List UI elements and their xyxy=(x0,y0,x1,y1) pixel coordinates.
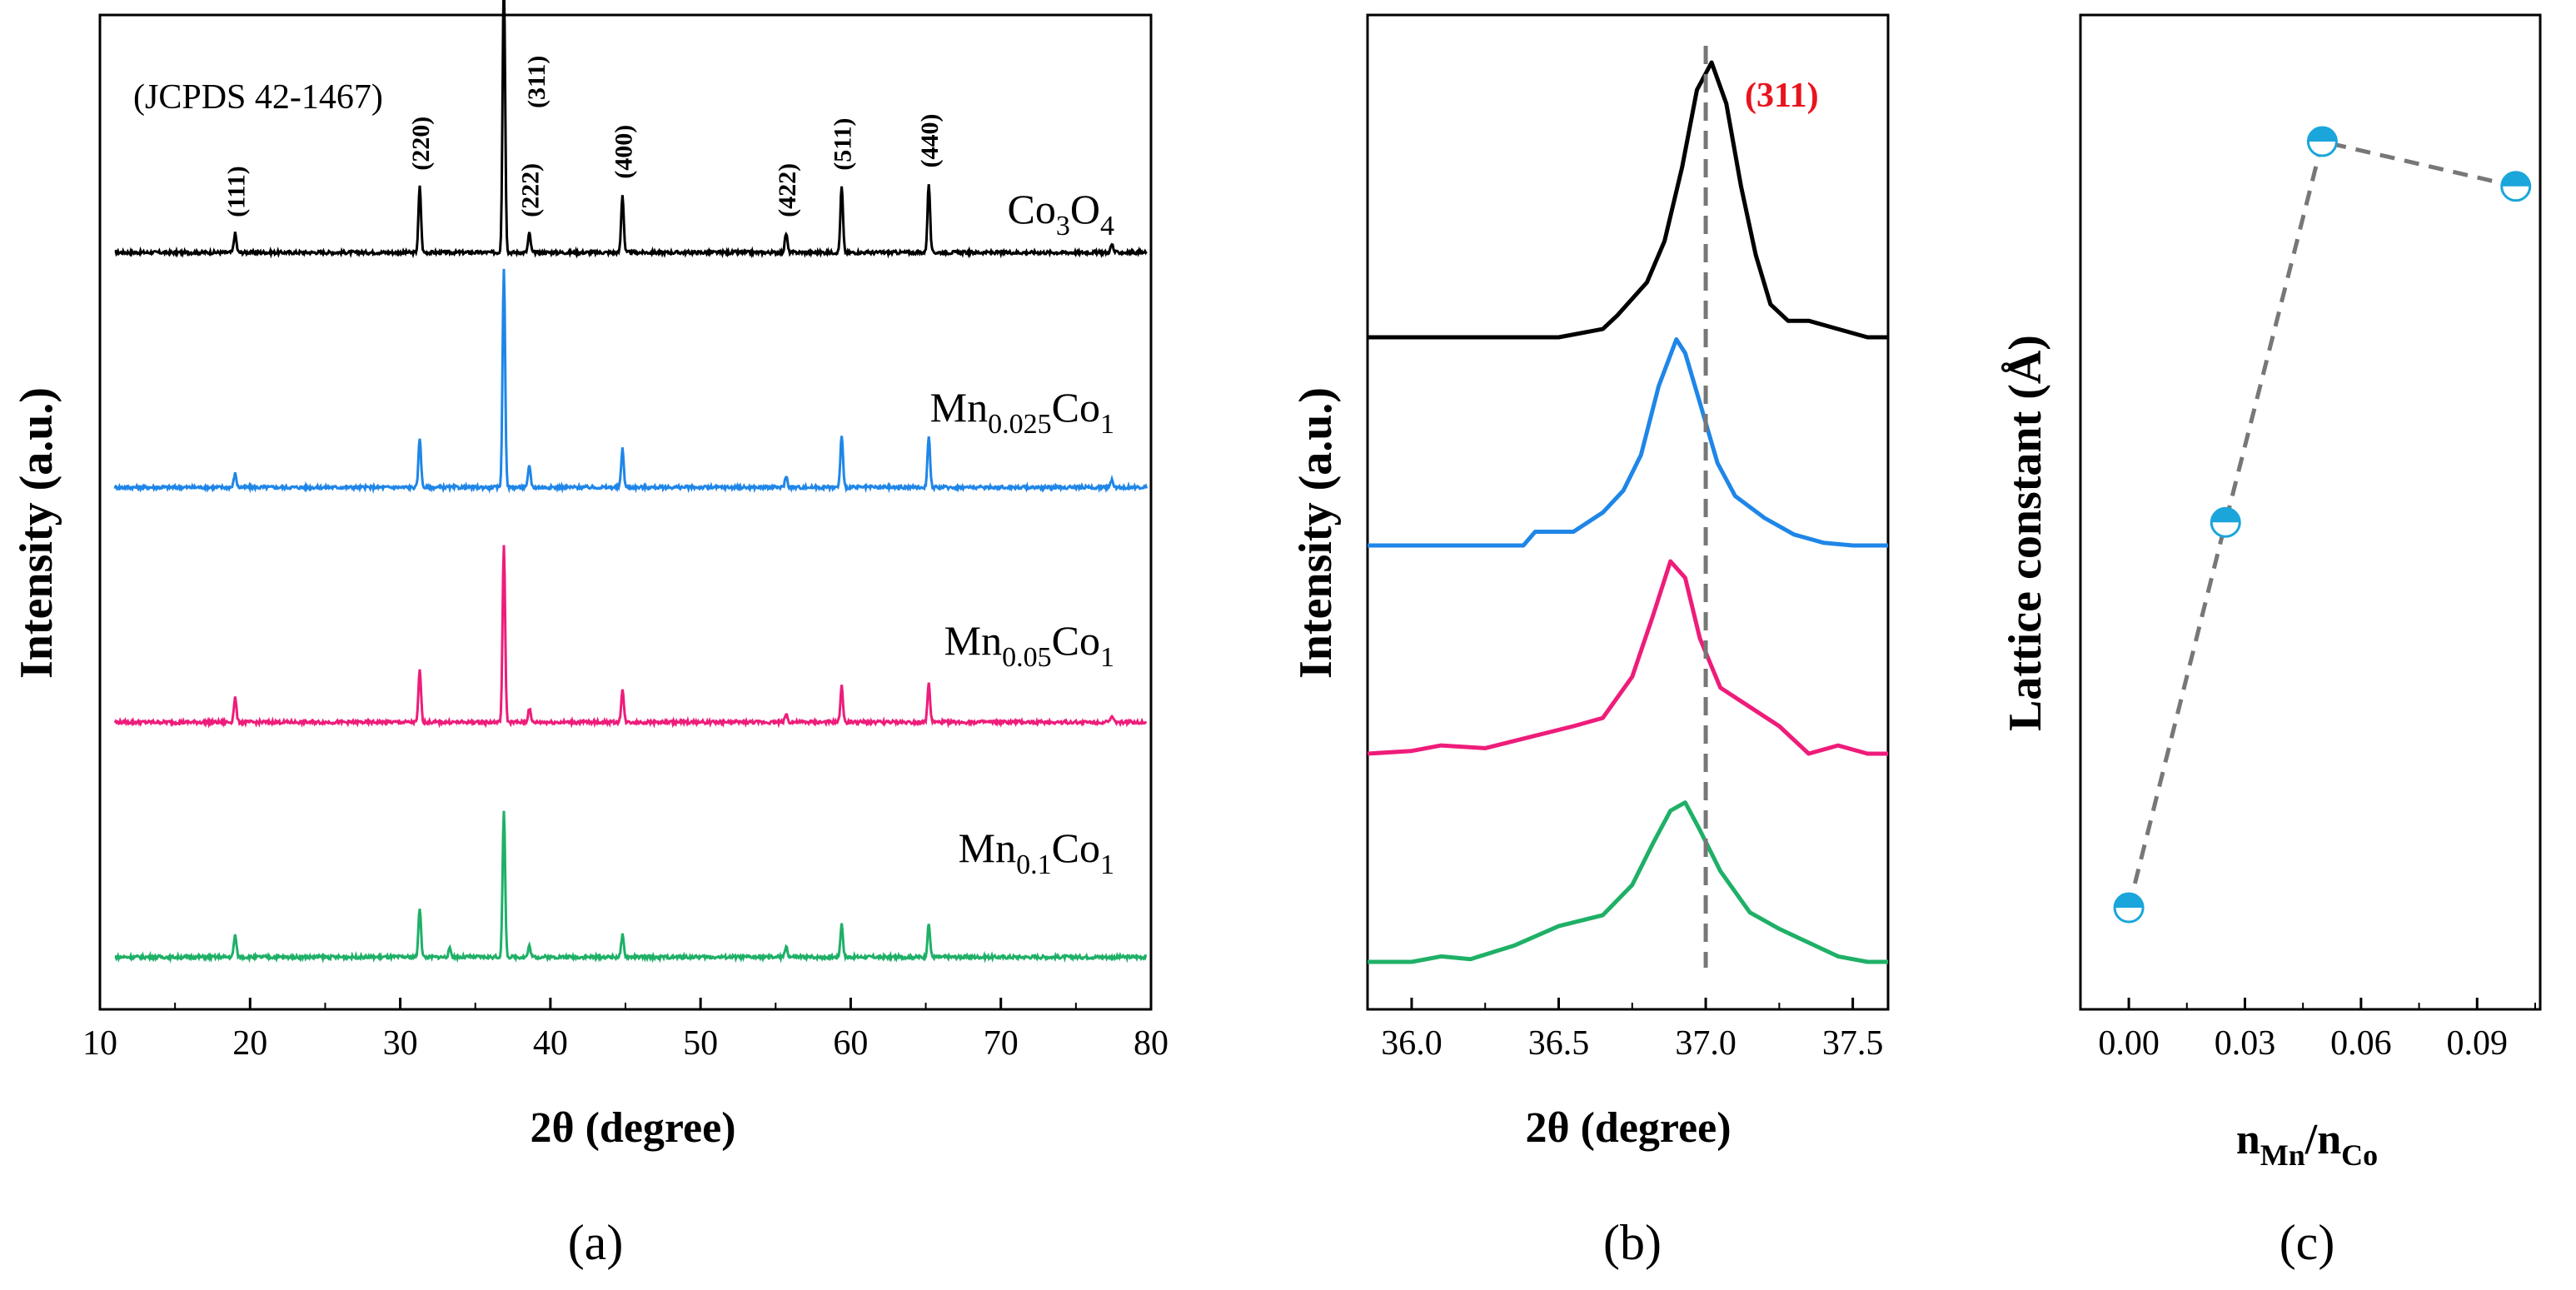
panel-b-x-tick-label: 36.0 xyxy=(1381,1024,1442,1063)
panel-a-x-tick-label: 60 xyxy=(833,1024,868,1063)
xrd-trace-Mn0.05Co1 xyxy=(113,545,1148,729)
panel-a-label: (a) xyxy=(568,1215,624,1270)
lattice-trend-line xyxy=(2126,139,2517,909)
panel-a-x-tick-label: 20 xyxy=(232,1024,267,1063)
panel-c: 0.00 0.03 0.06 0.09 nMn/nCo Lattice constan… xyxy=(2000,13,2542,1270)
peak-label-hkl: (111) xyxy=(222,166,250,217)
peak-label-hkl: (440) xyxy=(916,114,944,168)
peak-label-hkl: (400) xyxy=(610,125,637,179)
series-label-part: Co xyxy=(1052,384,1100,431)
series-label-part: 1 xyxy=(1100,409,1114,440)
panel-a-x-tick-label: 80 xyxy=(1134,1024,1168,1063)
panel-c-x-label: nMn/nCo xyxy=(2236,1116,2378,1172)
series-label-part: Co xyxy=(1052,824,1100,871)
panel-a-y-label: Intensity (a.u.) xyxy=(11,387,62,679)
series-label-part: Co xyxy=(1008,186,1056,232)
zoom-trace-Mn0.025Co1 xyxy=(1368,337,1888,548)
series-label-part: 0.05 xyxy=(1002,642,1052,673)
panel-b-x-tick-label: 37.0 xyxy=(1675,1024,1736,1063)
lattice-point-fill xyxy=(2501,172,2530,187)
lattice-point-fill xyxy=(2115,894,2144,908)
xrd-trace-Co3O4 xyxy=(114,0,1148,259)
peak-label-hkl: (422) xyxy=(774,163,801,217)
panel-b-label: (b) xyxy=(1603,1215,1662,1270)
series-label-part: 0.1 xyxy=(1016,849,1052,880)
lattice-point-fill xyxy=(2308,127,2337,142)
jcpds-annotation: (JCPDS 42-1467) xyxy=(133,78,383,117)
zoom-trace-Mn0.1Co1 xyxy=(1368,800,1888,964)
lattice-point xyxy=(2500,171,2532,202)
peak-label-hkl: (220) xyxy=(407,117,435,171)
series-label-part: 3 xyxy=(1056,211,1070,242)
panel-c-frame xyxy=(2079,13,2542,1011)
lattice-point-fill xyxy=(2211,508,2240,523)
panel-a: 10 20 30 40 50 60 70 80 (111) (220) (311) (222) (40… xyxy=(11,0,1168,1270)
series-label-part: Co xyxy=(1052,617,1100,664)
panel-b: 36.0 36.5 37.0 37.5 (311) 2θ (degree) Inten… xyxy=(1290,13,1890,1270)
series-label-part: Mn xyxy=(944,617,1002,664)
panel-a-traces xyxy=(113,0,1148,964)
panel-c-label: (c) xyxy=(2280,1215,2335,1270)
panel-b-x-tick-label: 36.5 xyxy=(1528,1024,1590,1063)
panel-a-x-label: 2θ (degree) xyxy=(530,1104,735,1152)
series-label-Mn0.05Co1: Mn0.05Co1 xyxy=(944,617,1114,673)
panel-c-x-tick-label: 0.03 xyxy=(2215,1024,2276,1063)
panel-b-peak-label: (311) xyxy=(1745,77,1819,115)
panel-a-x-ticks: 10 20 30 40 50 60 70 80 xyxy=(82,998,1168,1063)
panel-c-x-tick-label: 0.06 xyxy=(2330,1024,2392,1063)
series-label-Mn0.1Co1: Mn0.1Co1 xyxy=(959,824,1114,880)
xrd-trace-Mn0.025Co1 xyxy=(113,268,1148,495)
panel-a-peak-labels: (111) (220) (311) (222) (400) (422) (511) (440) xyxy=(222,56,944,217)
panel-c-x-tick-label: 0.09 xyxy=(2447,1024,2509,1063)
panel-c-x-label-n1: n xyxy=(2236,1116,2260,1163)
panel-c-x-tick-label: 0.00 xyxy=(2098,1024,2160,1063)
panel-b-x-label: 2θ (degree) xyxy=(1525,1104,1731,1152)
panel-a-x-tick-label: 70 xyxy=(984,1024,1019,1063)
lattice-point xyxy=(2306,126,2338,157)
panel-a-x-tick-label: 10 xyxy=(82,1024,117,1063)
series-label-part: 1 xyxy=(1100,642,1114,673)
panel-a-x-tick-label: 30 xyxy=(383,1024,418,1063)
panel-b-x-tick-label: 37.5 xyxy=(1822,1024,1884,1063)
panel-b-x-ticks: 36.0 36.5 37.0 37.5 xyxy=(1381,998,1883,1063)
series-label-part: Mn xyxy=(959,824,1016,871)
panel-c-x-label-sub2: Co xyxy=(2341,1138,2378,1172)
panel-b-frame xyxy=(1366,13,1890,1011)
panel-b-y-label: Intensity (a.u.) xyxy=(1290,387,1342,679)
series-label-part: 1 xyxy=(1100,849,1114,880)
series-label-Mn0.025Co1: Mn0.025Co1 xyxy=(930,384,1114,440)
panel-a-x-tick-label: 50 xyxy=(683,1024,718,1063)
peak-label-hkl: (222) xyxy=(517,163,545,217)
panel-c-y-label: Lattice constant (Å) xyxy=(2000,335,2051,731)
peak-label-hkl: (511) xyxy=(830,117,857,170)
panel-c-x-ticks: 0.00 0.03 0.06 0.09 xyxy=(2098,998,2536,1063)
series-label-part: Mn xyxy=(930,384,988,431)
series-label-part: O xyxy=(1070,186,1100,232)
series-label-part: 4 xyxy=(1100,211,1114,242)
panel-c-x-label-mid: /n xyxy=(2304,1116,2341,1163)
series-label-Co3O4: Co3O4 xyxy=(1008,186,1114,242)
zoom-trace-Co3O4 xyxy=(1368,60,1888,340)
xrd-trace-Mn0.1Co1 xyxy=(114,810,1148,964)
panel-b-traces xyxy=(1367,46,1888,968)
panel-c-x-label-sub1: Mn xyxy=(2260,1138,2305,1172)
lattice-point xyxy=(2210,506,2241,538)
series-label-part: 0.025 xyxy=(988,409,1052,440)
peak-label-hkl: (311) xyxy=(523,56,551,108)
panel-a-x-tick-label: 40 xyxy=(533,1024,568,1063)
lattice-point xyxy=(2113,892,2145,924)
zoom-trace-Mn0.05Co1 xyxy=(1367,559,1888,756)
panel-c-series xyxy=(2113,126,2532,924)
